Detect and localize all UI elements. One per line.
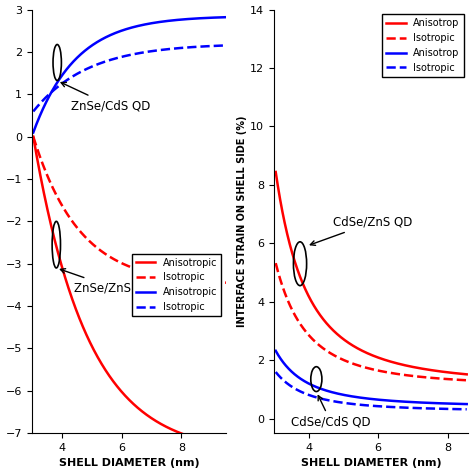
X-axis label: SHELL DIAMETER (nm): SHELL DIAMETER (nm) [59,458,200,468]
Legend: Anisotrop, Isotropic, Anisotrop, Isotropic: Anisotrop, Isotropic, Anisotrop, Isotrop… [382,14,464,77]
Text: CdSe/CdS QD: CdSe/CdS QD [292,396,371,429]
Text: CdSe/ZnS QD: CdSe/ZnS QD [310,216,412,246]
X-axis label: SHELL DIAMETER (nm): SHELL DIAMETER (nm) [301,458,441,468]
Legend: Anisotropic, Isotropic, Anisotropic, Isotropic: Anisotropic, Isotropic, Anisotropic, Iso… [132,254,221,316]
Text: ZnSe/ZnS QD: ZnSe/ZnS QD [60,269,153,294]
Y-axis label: INTERFACE STRAIN ON SHELL SIDE (%): INTERFACE STRAIN ON SHELL SIDE (%) [237,116,247,327]
Text: ZnSe/CdS QD: ZnSe/CdS QD [61,82,150,112]
